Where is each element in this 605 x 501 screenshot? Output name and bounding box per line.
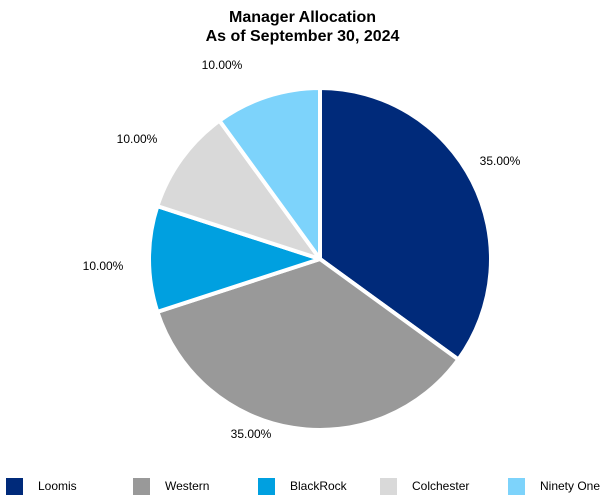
pie-slice-ninety-one xyxy=(217,86,322,261)
legend-swatch-colchester xyxy=(380,477,397,495)
pie-slice-western xyxy=(155,257,461,432)
chart-title: Manager Allocation xyxy=(229,9,376,26)
legend-label-ninety-one: Ninety One xyxy=(540,479,601,493)
legend-item-western: Western xyxy=(133,477,209,495)
legend-swatch-ninety-one xyxy=(508,477,525,495)
data-label-colchester: 10.00% xyxy=(117,132,158,146)
data-label-ninety-one: 10.00% xyxy=(202,58,243,72)
legend-label-loomis: Loomis xyxy=(38,479,77,493)
pie-slice-colchester xyxy=(155,118,322,261)
data-label-blackrock: 10.00% xyxy=(83,259,124,273)
data-label-loomis: 35.00% xyxy=(480,154,521,168)
legend-item-colchester: Colchester xyxy=(380,477,469,495)
legend-swatch-western xyxy=(133,477,150,495)
chart-legend: Loomis Western BlackRock Colchester Nine… xyxy=(0,477,605,495)
pie-slice-blackrock xyxy=(147,204,322,314)
legend-swatch-blackrock xyxy=(258,477,275,495)
legend-item-loomis: Loomis xyxy=(6,477,77,495)
pie-chart: 35.00% 35.00% 10.00% 10.00% 10.00% xyxy=(83,58,521,441)
legend-swatch-loomis xyxy=(6,477,23,495)
legend-label-blackrock: BlackRock xyxy=(290,479,347,493)
data-label-western: 35.00% xyxy=(231,427,272,441)
pie-slice-loomis xyxy=(318,86,493,362)
legend-item-ninety-one: Ninety One xyxy=(508,477,600,495)
legend-label-colchester: Colchester xyxy=(412,479,470,493)
legend-label-western: Western xyxy=(165,479,210,493)
chart-subtitle: As of September 30, 2024 xyxy=(205,28,400,45)
legend-item-blackrock: BlackRock xyxy=(258,477,347,495)
